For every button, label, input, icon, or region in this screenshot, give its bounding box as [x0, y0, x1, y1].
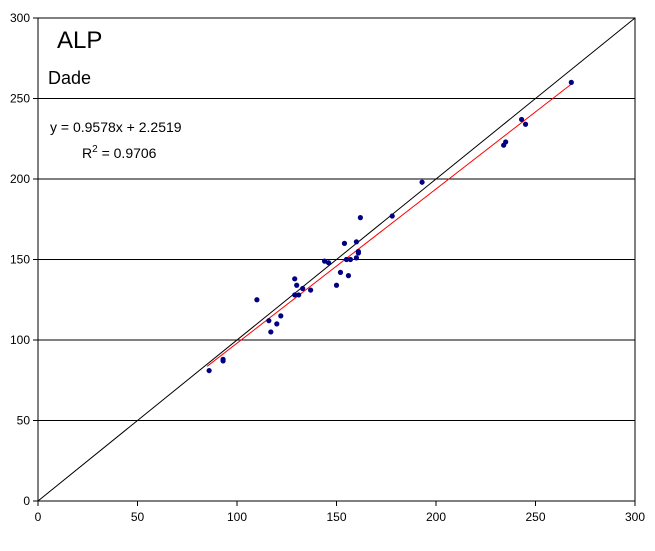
y-tick-label: 300	[10, 11, 30, 25]
data-point	[353, 255, 359, 261]
data-point	[325, 260, 332, 266]
data-point	[321, 258, 328, 264]
y-tick-label: 50	[17, 414, 31, 428]
data-point	[353, 239, 359, 245]
x-axis-ticks: 0 50 100 150 200 250 300	[35, 501, 645, 524]
identity-line	[37, 17, 636, 502]
data-point	[347, 256, 354, 263]
data-point	[343, 256, 350, 263]
data-point	[278, 313, 284, 319]
x-tick-label: 100	[227, 510, 247, 524]
data-point	[518, 116, 525, 123]
x-tick-label: 150	[326, 510, 346, 524]
data-points	[206, 79, 574, 374]
x-tick-label: 50	[131, 510, 145, 524]
data-point	[294, 282, 300, 288]
data-point	[419, 179, 425, 185]
y-axis-ticks: 0 50 100 150 200 250 300	[10, 11, 38, 508]
data-point	[503, 139, 509, 145]
r-squared-exponent: 2	[92, 144, 98, 155]
data-point	[292, 292, 298, 298]
data-point	[308, 287, 314, 293]
data-point	[389, 213, 395, 219]
x-tick-label: 300	[625, 510, 645, 524]
data-point	[522, 121, 529, 127]
chart-subtitle: Dade	[48, 68, 91, 88]
data-point	[266, 318, 272, 324]
data-point	[355, 248, 361, 255]
data-point	[292, 276, 298, 282]
data-point	[268, 329, 274, 335]
data-point	[220, 356, 226, 362]
data-point	[274, 321, 280, 327]
y-tick-label: 150	[10, 253, 30, 267]
data-point	[300, 285, 306, 292]
y-tick-label: 100	[10, 333, 30, 347]
y-tick-label: 250	[10, 92, 30, 106]
data-point	[345, 273, 352, 279]
r-squared-value: = 0.9706	[98, 145, 157, 161]
regression-equation: y = 0.9578x + 2.2519	[50, 119, 182, 135]
data-point	[296, 292, 302, 298]
data-point	[357, 215, 363, 221]
x-tick-label: 250	[525, 510, 545, 524]
x-tick-label: 200	[426, 510, 446, 524]
data-point	[337, 269, 344, 275]
r-squared-label: R	[82, 145, 92, 161]
data-point	[206, 367, 212, 374]
data-point	[568, 79, 574, 85]
y-tick-label: 200	[10, 172, 30, 186]
chart-title: ALP	[57, 27, 102, 54]
x-tick-label: 0	[35, 510, 42, 524]
y-tick-label: 0	[23, 494, 30, 508]
r-squared: R2 = 0.9706	[82, 144, 157, 161]
data-point	[341, 240, 348, 246]
data-point	[333, 282, 340, 288]
data-point	[254, 297, 260, 303]
